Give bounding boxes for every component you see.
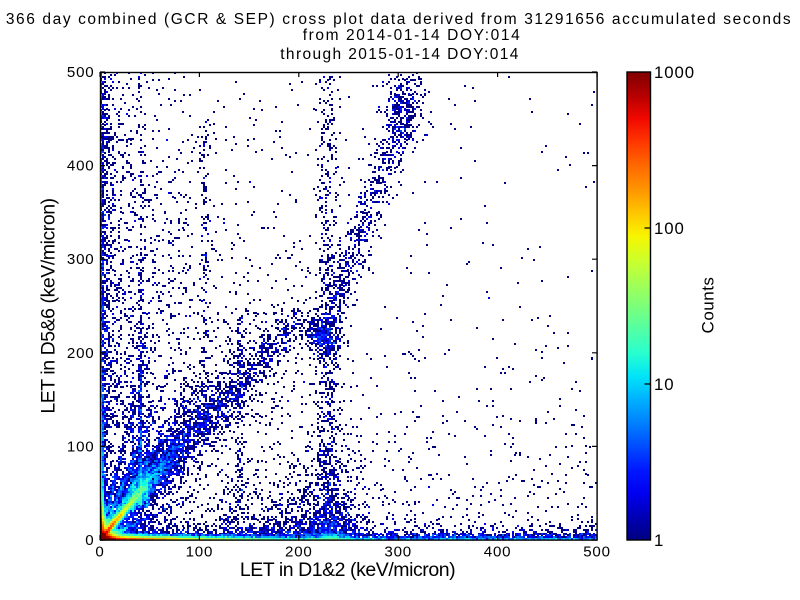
svg-text:LET in D1&2 (keV/micron): LET in D1&2 (keV/micron): [240, 559, 455, 581]
svg-text:1: 1: [654, 531, 664, 550]
svg-text:0: 0: [85, 532, 94, 549]
svg-text:through 2015-01-14 DOY:014: through 2015-01-14 DOY:014: [280, 46, 520, 63]
svg-text:1000: 1000: [654, 63, 695, 82]
svg-text:300: 300: [67, 251, 95, 268]
svg-text:100: 100: [67, 438, 95, 455]
svg-text:200: 200: [67, 345, 95, 362]
svg-text:10: 10: [654, 375, 674, 394]
svg-text:300: 300: [384, 544, 412, 561]
svg-text:500: 500: [583, 544, 611, 561]
svg-text:100: 100: [654, 219, 685, 238]
svg-text:100: 100: [186, 544, 214, 561]
svg-text:400: 400: [484, 544, 512, 561]
svg-text:366 day combined (GCR & SEP) c: 366 day combined (GCR & SEP) cross plot …: [6, 11, 792, 28]
svg-text:Counts: Counts: [699, 277, 718, 334]
svg-text:500: 500: [67, 64, 95, 81]
svg-text:LET in D5&6 (keV/micron): LET in D5&6 (keV/micron): [38, 198, 60, 413]
svg-text:from 2014-01-14 DOY:014: from 2014-01-14 DOY:014: [303, 27, 522, 44]
svg-text:200: 200: [285, 544, 313, 561]
svg-text:400: 400: [67, 158, 95, 175]
svg-text:0: 0: [95, 544, 104, 561]
